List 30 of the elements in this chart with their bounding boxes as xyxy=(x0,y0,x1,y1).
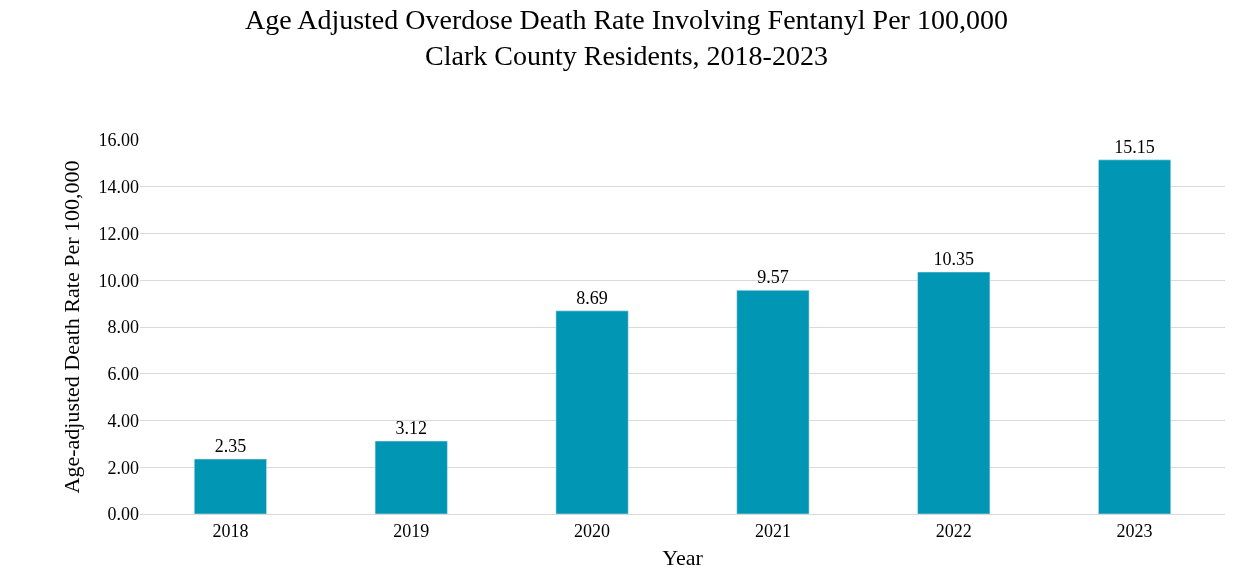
y-tick-label: 8.00 xyxy=(107,317,139,338)
y-tick-label: 4.00 xyxy=(107,410,139,431)
x-tick-label: 2023 xyxy=(1116,520,1153,541)
data-label: 2.35 xyxy=(214,436,247,457)
x-tick-label: 2018 xyxy=(212,520,249,541)
y-tick-label: 2.00 xyxy=(107,457,139,478)
x-tick-label: 2022 xyxy=(935,520,972,541)
bar xyxy=(374,440,448,514)
y-tick-label: 14.00 xyxy=(98,177,139,198)
data-label: 3.12 xyxy=(395,418,427,439)
bar xyxy=(1098,159,1171,514)
x-tick-label: 2020 xyxy=(574,520,611,541)
data-label: 15.15 xyxy=(1114,136,1155,157)
y-tick-label: 16.00 xyxy=(98,130,139,151)
bar xyxy=(917,271,991,514)
x-axis-title: Year xyxy=(662,545,704,571)
data-label: 9.57 xyxy=(757,267,789,288)
y-tick-label: 6.00 xyxy=(107,364,139,385)
data-label: 8.69 xyxy=(576,287,608,308)
x-tick-label: 2021 xyxy=(754,520,791,541)
data-label: 10.35 xyxy=(933,249,974,270)
y-tick-label: 0.00 xyxy=(107,504,139,525)
x-tick-label: 2019 xyxy=(393,520,430,541)
bar xyxy=(555,310,629,514)
y-axis-title: Age-adjusted Death Rate Per 100,000 xyxy=(59,160,85,494)
bar xyxy=(736,290,810,514)
y-tick-label: 12.00 xyxy=(98,223,139,244)
chart-title: Age Adjusted Overdose Death Rate Involving Fentanyl Per 100,000 Clark County Residents, 2018-2023 xyxy=(245,3,1008,72)
bar xyxy=(194,458,267,514)
y-tick-label: 10.00 xyxy=(98,270,139,291)
